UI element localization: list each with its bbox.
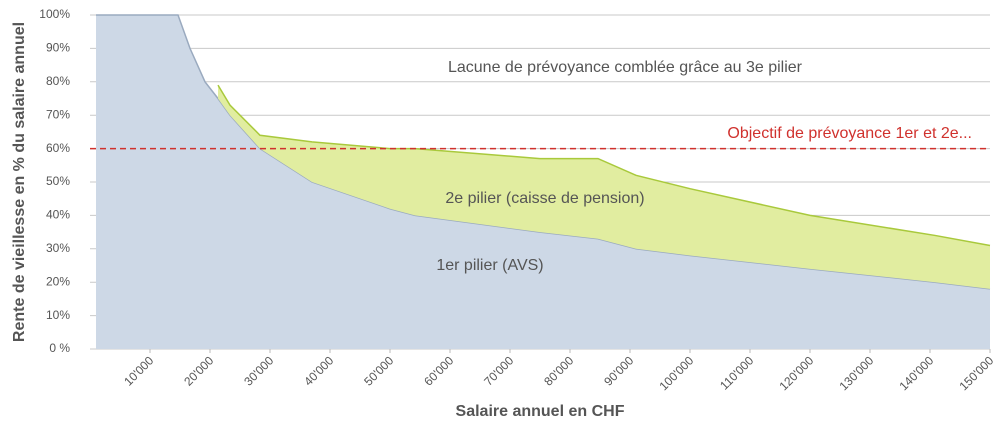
target-label: Objectif de prévoyance 1er et 2e... xyxy=(727,125,972,142)
y-tick-label: 80% xyxy=(46,74,70,88)
y-tick-label: 0 % xyxy=(49,341,70,355)
y-tick-label: 60% xyxy=(46,141,70,155)
y-tick-label: 30% xyxy=(46,241,70,255)
x-tick-label: 50'000 xyxy=(361,353,396,388)
x-axis-title: Salaire annuel en CHF xyxy=(456,403,625,420)
area-line xyxy=(217,84,991,247)
y-tick-label: 90% xyxy=(46,41,70,55)
x-tick-label: 100'000 xyxy=(657,353,697,393)
series-label: 1er pilier (AVS) xyxy=(436,257,543,274)
x-tick-label: 10'000 xyxy=(121,353,156,388)
y-tick-label: 10% xyxy=(46,308,70,322)
y-tick-label: 50% xyxy=(46,174,70,188)
y-tick-label: 40% xyxy=(46,208,70,222)
x-tick-label: 120'000 xyxy=(777,353,817,393)
y-tick-label: 70% xyxy=(46,107,70,121)
x-tick-label: 140'000 xyxy=(897,353,937,393)
y-tick-label: 100% xyxy=(39,7,70,21)
x-tick-label: 20'000 xyxy=(181,353,216,388)
x-tick-label: 150'000 xyxy=(957,353,997,393)
y-tick-label: 20% xyxy=(46,274,70,288)
x-tick-label: 30'000 xyxy=(241,353,276,388)
x-tick-label: 60'000 xyxy=(421,353,456,388)
annotation: Lacune de prévoyance comblée grâce au 3e… xyxy=(448,59,803,76)
area xyxy=(96,15,990,349)
x-tick-label: 130'000 xyxy=(837,353,877,393)
area xyxy=(217,85,991,289)
x-tick-label: 80'000 xyxy=(541,353,576,388)
x-tick-label: 90'000 xyxy=(601,353,636,388)
series-label: 2e pilier (caisse de pension) xyxy=(445,190,644,207)
y-axis-title: Rente de vieillesse en % du salaire annu… xyxy=(11,22,28,342)
x-tick-label: 110'000 xyxy=(717,353,756,392)
x-tick-label: 70'000 xyxy=(481,353,516,388)
x-tick-label: 40'000 xyxy=(301,353,336,388)
